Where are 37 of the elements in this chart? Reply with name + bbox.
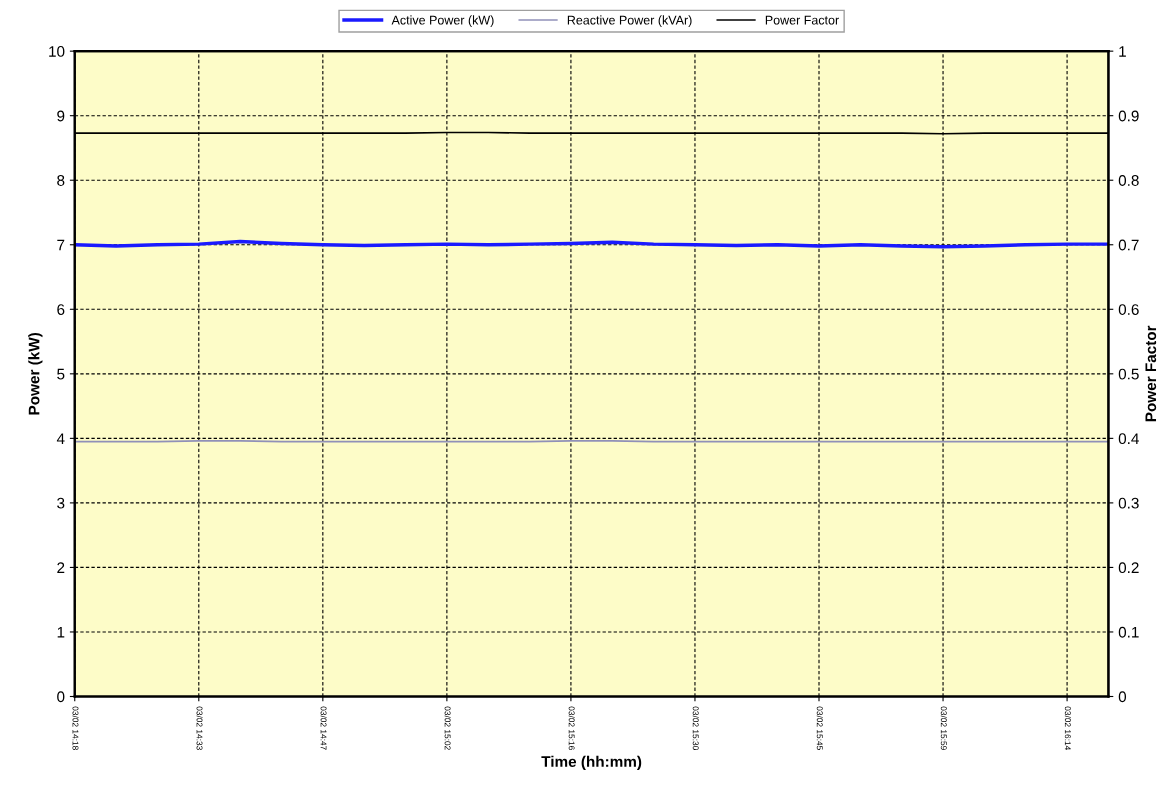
- y2-tick-label: 0.8: [1118, 175, 1139, 186]
- x-tick-label: 03/02 15:16: [568, 706, 575, 750]
- x-axis-title: Time (hh:mm): [541, 755, 642, 771]
- x-tick-label: 03/02 14:18: [72, 706, 79, 750]
- y2-tick-label: 0.4: [1118, 433, 1139, 445]
- x-tick-label: 03/02 15:59: [940, 706, 947, 750]
- y2-tick-label: 0.5: [1118, 368, 1139, 380]
- x-tick-label: 03/02 15:30: [692, 706, 699, 750]
- y-tick-label: 0: [57, 691, 65, 703]
- y2-tick-label: 0.2: [1118, 562, 1139, 574]
- y-tick-label: 1: [57, 626, 65, 638]
- y-axis-title: Power (kW): [28, 332, 43, 415]
- x-tick-label: 03/02 15:45: [816, 706, 823, 750]
- y2-axis-title: Power Factor: [1145, 325, 1157, 422]
- legend-label: Reactive Power (kVAr): [567, 15, 692, 27]
- legend-label: Power Factor: [765, 15, 839, 25]
- y2-tick-label: 1: [1119, 46, 1126, 57]
- y2-tick-label: 0: [1118, 691, 1127, 703]
- y-tick-label: 3: [57, 497, 65, 509]
- y-tick-label: 7: [57, 239, 65, 251]
- y2-tick-label: 0.9: [1118, 110, 1139, 122]
- y2-tick-label: 0.1: [1118, 626, 1139, 638]
- y-tick-label: 10: [49, 46, 65, 57]
- y-tick-label: 6: [57, 304, 65, 315]
- x-tick-label: 03/02 15:02: [444, 706, 451, 750]
- x-tick-label: 03/02 16:14: [1064, 706, 1071, 750]
- y2-tick-label: 0.7: [1118, 239, 1139, 251]
- y2-tick-label: 0.6: [1118, 304, 1139, 315]
- legend-label: Active Power (kW): [391, 15, 494, 27]
- y-tick-label: 8: [57, 175, 65, 186]
- y-tick-label: 4: [56, 433, 65, 444]
- x-tick-label: 03/02 14:33: [196, 706, 203, 750]
- y-tick-label: 5: [57, 368, 65, 380]
- y2-tick-label: 0.3: [1118, 497, 1139, 509]
- y-tick-label: 2: [57, 562, 65, 573]
- x-tick-label: 03/02 14:47: [320, 706, 327, 750]
- y-tick-label: 9: [57, 110, 65, 122]
